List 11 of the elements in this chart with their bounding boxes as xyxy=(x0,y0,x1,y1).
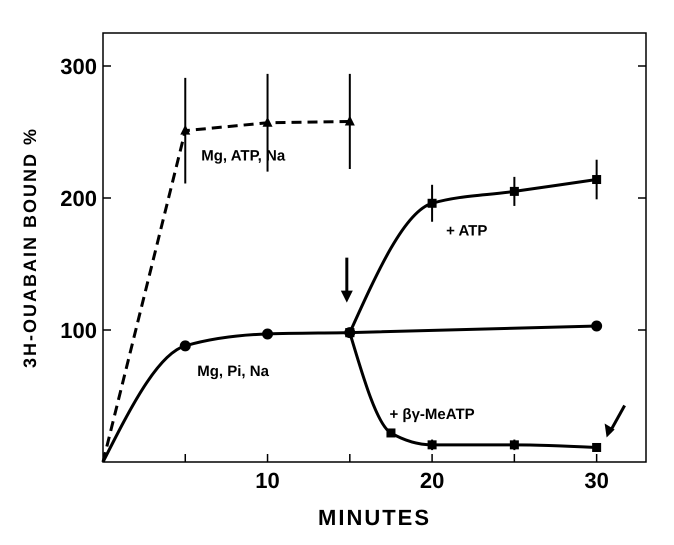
x-axis-title: MINUTES xyxy=(318,505,431,530)
series-label: + ATP xyxy=(446,222,488,240)
x-tick-label: 10 xyxy=(255,468,280,493)
y-axis-title: 3H-OUABAIN BOUND % xyxy=(20,126,40,368)
series-label: + βγ-MeATP xyxy=(390,406,475,423)
series-label: Mg, Pi, Na xyxy=(197,362,270,380)
x-tick-label: 20 xyxy=(420,468,444,493)
y-tick-label: 300 xyxy=(60,54,97,79)
y-tick-label: 200 xyxy=(60,186,97,211)
y-tick-label: 100 xyxy=(60,318,97,343)
x-tick-label: 30 xyxy=(584,468,609,493)
